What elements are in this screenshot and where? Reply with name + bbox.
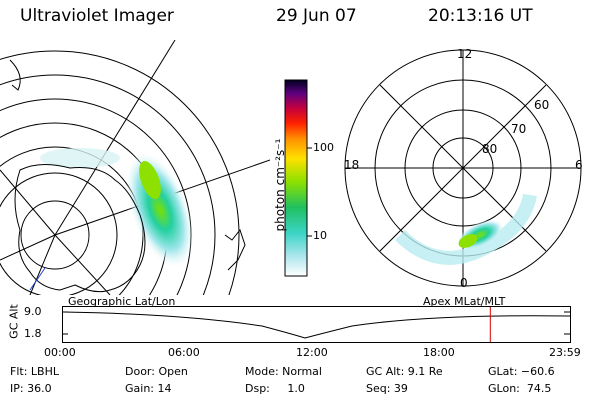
gc-alt-info: GC Alt: 9.1 Re (366, 365, 443, 378)
projection-left-label: Geographic Lat/Lon (68, 295, 176, 308)
time-label: 20:13:16 UT (428, 6, 533, 26)
mlt-label-6: 6 (575, 158, 583, 172)
seq-info: Seq: 39 (366, 382, 408, 395)
timeline-ylabel: GC Alt (7, 304, 21, 339)
colorbar-tick-10: 10 (313, 229, 327, 242)
timeline-xtick-1200: 12:00 (296, 346, 328, 359)
filter-info: Flt: LBHL (10, 365, 59, 378)
lat-label-80: 80 (482, 142, 498, 156)
door-info: Door: Open (125, 365, 188, 378)
aurora-emission-left (40, 148, 194, 268)
colorbar-tick-100: 100 (313, 141, 334, 154)
timeline-xtick-2359: 23:59 (549, 346, 581, 359)
gain-info: Gain: 14 (125, 382, 172, 395)
altitude-timeline (62, 306, 571, 343)
mlt-label-12: 12 (457, 47, 473, 61)
geographic-map (0, 40, 270, 295)
polar-mlt-plot (344, 49, 582, 287)
ip-info: IP: 36.0 (10, 382, 52, 395)
timeline-xtick-0600: 06:00 (168, 346, 200, 359)
timeline-xtick-0000: 00:00 (44, 346, 76, 359)
lat-label-60: 60 (534, 98, 550, 112)
date-label: 29 Jun 07 (276, 6, 357, 26)
timeline-xtick-1800: 18:00 (423, 346, 455, 359)
colorbar (284, 79, 312, 277)
timeline-ytick-9: 9.0 (24, 305, 42, 318)
glon-info: GLon: 74.5 (488, 382, 552, 395)
mlt-label-0: 0 (460, 276, 468, 290)
mlt-label-18: 18 (344, 158, 360, 172)
glat-info: GLat: −60.6 (488, 365, 555, 378)
timeline-ytick-1: 1.8 (24, 327, 42, 340)
coastline (14, 164, 146, 293)
aurora-emission-right (395, 193, 537, 265)
lat-label-70: 70 (511, 122, 527, 136)
projection-right-label: Apex MLat/MLT (423, 295, 506, 308)
dsp-info: Dsp: 1.0 (245, 382, 305, 395)
colorbar-unit-label: photon cm⁻²s⁻¹ (273, 138, 287, 232)
instrument-title: Ultraviolet Imager (20, 6, 174, 26)
mode-info: Mode: Normal (245, 365, 322, 378)
